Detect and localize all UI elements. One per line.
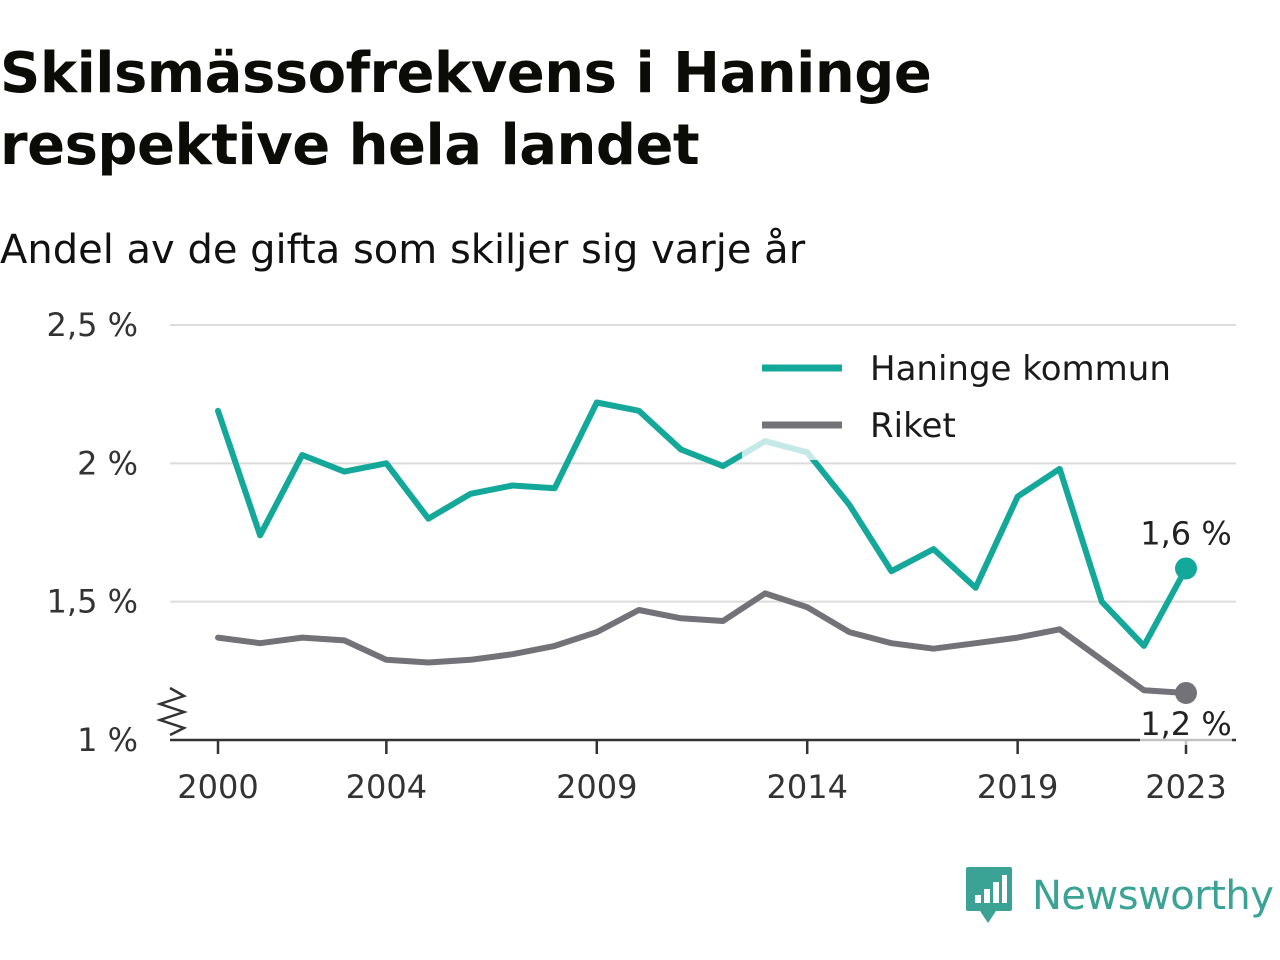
end-dot: [1175, 681, 1197, 704]
x-tick-label: 2009: [556, 768, 637, 806]
grid-lines: [170, 324, 1236, 603]
y-tick-label: 1 %: [77, 721, 138, 759]
end-label-background: [1140, 704, 1232, 745]
x-tick-label: 2004: [346, 768, 427, 806]
legend: Haninge kommun Riket: [742, 340, 1212, 460]
legend-background: [742, 340, 1212, 460]
chart-subtitle: Andel av de gifta som skiljer sig varje …: [0, 227, 806, 273]
y-axis-ticks: 1 % 1,5 % 2 % 2,5 %: [47, 306, 138, 759]
end-dot: [1175, 557, 1197, 580]
x-axis: 2000 2004 2009 2014 2019 2023: [156, 686, 1236, 806]
newsworthy-logo: Newsworthy: [964, 864, 1274, 928]
end-labels: 1,6 % 1,2 %: [1140, 514, 1232, 745]
legend-label: Riket: [870, 406, 956, 446]
x-tick-label: 2023: [1145, 768, 1226, 806]
x-tick-label: 2014: [766, 768, 847, 806]
series-lines: [215, 399, 1189, 696]
y-tick-label: 1,5 %: [47, 583, 138, 621]
x-tick-label: 2000: [177, 768, 258, 806]
y-tick-label: 2,5 %: [47, 306, 138, 344]
brand-name: Newsworthy: [1032, 873, 1274, 919]
series-line: [215, 590, 1189, 696]
axis-break-icon: [156, 686, 188, 737]
end-label: 1,6 %: [1140, 514, 1231, 552]
chart-title: Skilsmässofrekvens i Haninge respektive …: [0, 41, 932, 178]
end-label: 1,2 %: [1140, 705, 1231, 743]
y-tick-label: 2 %: [77, 444, 138, 482]
newsworthy-logo-icon: [966, 867, 1012, 923]
legend-label: Haninge kommun: [870, 349, 1171, 389]
series-line: [215, 399, 1189, 649]
x-tick-label: 2019: [977, 768, 1058, 806]
